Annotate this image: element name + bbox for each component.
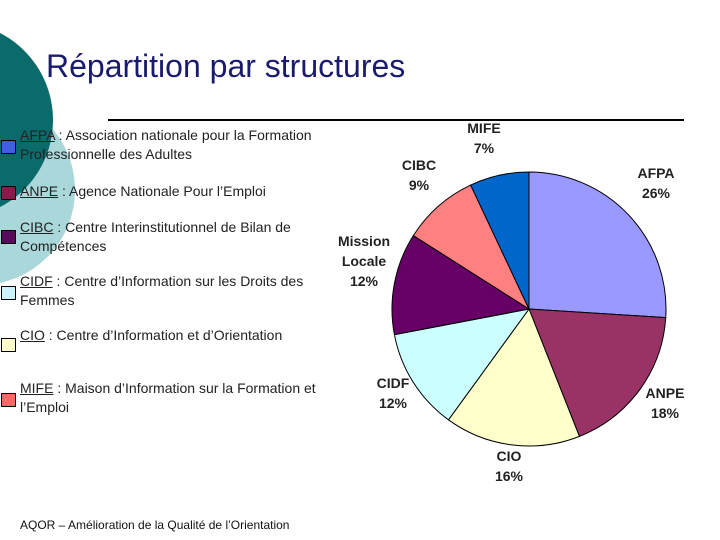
pie-label-mife: MIFE 7% — [467, 120, 500, 156]
pie-label-mission-locale: Mission Locale 12% — [338, 233, 390, 289]
legend-abbr-afpa: AFPA — [20, 127, 55, 143]
legend-text-afpa: : Association nationale pour la Formatio… — [20, 127, 312, 162]
pie-label-cibc: CIBC 9% — [402, 157, 436, 193]
legend-abbr-cio: CIO — [20, 327, 45, 343]
legend-abbr-anpe: ANPE — [20, 183, 59, 199]
legend-swatch-mife — [1, 393, 16, 407]
legend-text-mife: : Maison d’Information sur la Formation … — [20, 380, 316, 415]
footer-text: AQOR – Amélioration de la Qualité de l’O… — [20, 518, 290, 532]
pie-slice-anpe — [528, 308, 667, 438]
legend-swatch-cibc — [1, 230, 16, 244]
pie-slice-afpa — [528, 171, 667, 319]
legend-text-cio: : Centre d’Information et d’Orientation — [44, 327, 283, 343]
decor-circle-dark — [0, 32, 53, 208]
pie-slice-cio — [447, 307, 581, 447]
pie-label-afpa: AFPA 26% — [637, 165, 674, 201]
pie-label-cidf: CIDF 12% — [377, 375, 410, 411]
legend-abbr-mife: MIFE — [20, 380, 54, 396]
legend-swatch-cio — [1, 338, 16, 352]
legend-swatch-afpa — [1, 140, 16, 154]
legend-abbr-cibc: CIBC — [20, 219, 54, 235]
legend-swatch-anpe — [1, 186, 16, 200]
legend-swatch-cidf — [1, 286, 16, 300]
pie-slice-cidf — [393, 308, 531, 421]
title-divider — [108, 119, 684, 121]
legend-text-cidf: : Centre d’Information sur les Droits de… — [20, 273, 304, 308]
legend-abbr-cidf: CIDF — [20, 273, 53, 289]
pie-label-cio: CIO 16% — [495, 448, 524, 484]
legend-text-anpe: : Agence Nationale Pour l’Emploi — [58, 183, 266, 199]
pie-label-anpe: ANPE 18% — [646, 385, 685, 421]
legend-text-cibc: : Centre Interinstitutionnel de Bilan de… — [20, 219, 291, 254]
pie-slice-mission-locale — [391, 234, 531, 336]
pie-slice-mife — [470, 171, 530, 310]
page-title: Répartition par structures — [46, 48, 406, 84]
